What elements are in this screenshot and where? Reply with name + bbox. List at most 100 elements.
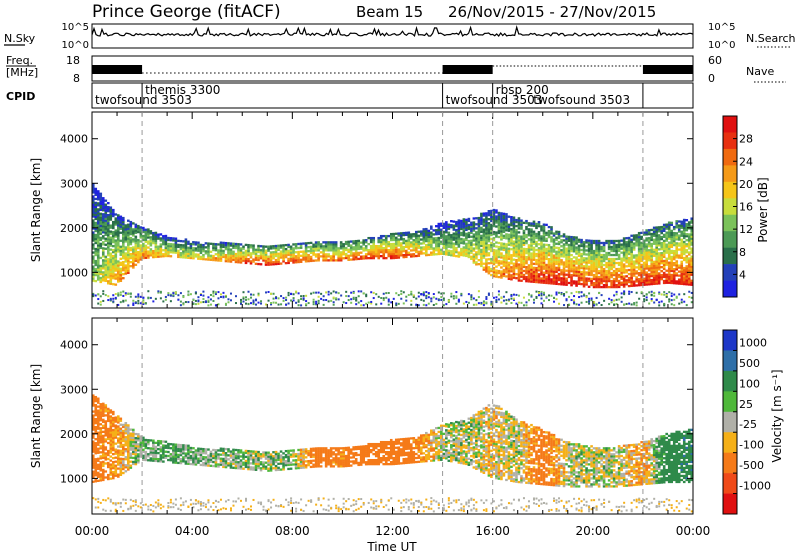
power-cell [109, 230, 113, 233]
power-cell [670, 281, 674, 285]
power-cell [124, 236, 128, 239]
power-cell [177, 245, 180, 249]
cpid-program-label: twofsound 3503 [95, 93, 192, 107]
power-cell [470, 221, 473, 224]
power-cell [460, 294, 463, 297]
power-cell [525, 257, 528, 261]
power-cell [139, 236, 143, 239]
power-cell [154, 241, 158, 245]
power-cell [169, 300, 172, 303]
power-cell [425, 247, 428, 251]
power-cell [587, 257, 591, 260]
velocity-cell [104, 452, 108, 455]
power-cell [575, 290, 578, 293]
power-cell [602, 269, 606, 273]
power-cell [470, 257, 473, 260]
power-cell [605, 263, 608, 267]
noise-right-label: N.Search [746, 32, 796, 45]
velocity-cell [116, 461, 120, 464]
power-cell [389, 254, 393, 258]
power-cell [387, 252, 391, 256]
power-cell [477, 236, 481, 240]
velocity-cell [94, 444, 98, 447]
power-cell [485, 262, 488, 265]
power-cell [389, 250, 393, 254]
power-cell [660, 229, 663, 233]
power-cell [127, 239, 130, 242]
power-cell [675, 222, 679, 225]
power-cell [284, 247, 288, 251]
power-cell [97, 298, 100, 301]
power-cell [532, 248, 536, 251]
power-cell [517, 253, 521, 256]
power-cell [274, 250, 278, 254]
velocity-cell [99, 405, 103, 408]
power-cell [612, 249, 616, 253]
power-cell [96, 232, 100, 235]
power-cell [640, 291, 643, 294]
power-cell [252, 260, 255, 263]
velocity-cell [99, 407, 103, 410]
power-cell [605, 241, 608, 245]
power-cell [512, 293, 515, 296]
power-cell [237, 245, 240, 248]
power-cell [435, 243, 438, 246]
power-cell [505, 217, 508, 220]
power-cell [530, 238, 533, 241]
power-cell [430, 227, 433, 230]
power-cell [262, 251, 265, 254]
power-cell [532, 266, 536, 269]
power-cell [212, 299, 215, 302]
power-cell [682, 244, 686, 248]
power-cell [425, 243, 428, 247]
power-cell [617, 283, 621, 287]
power-cell [502, 272, 506, 276]
power-cell [309, 251, 313, 255]
power-cell [567, 259, 571, 263]
power-cell [102, 292, 105, 295]
power-cell [690, 225, 693, 228]
power-cell [119, 301, 122, 304]
power-cell [545, 267, 548, 271]
power-cell [307, 249, 310, 253]
power-cell [585, 277, 588, 280]
velocity-cell [119, 471, 123, 474]
power-cell [229, 256, 233, 259]
power-cell [555, 242, 558, 245]
power-cell [602, 283, 606, 287]
power-cell [187, 254, 190, 257]
power-cell [677, 238, 681, 241]
power-cell [550, 232, 553, 235]
power-cell [450, 242, 453, 245]
power-cell [144, 240, 148, 243]
power-cell [109, 280, 113, 283]
power-cell [582, 267, 586, 270]
power-cell [592, 263, 596, 267]
power-cell [515, 263, 518, 266]
power-cell [562, 253, 566, 256]
power-cell [615, 275, 618, 279]
power-cell [670, 303, 673, 306]
velocity-cell [114, 428, 118, 431]
power-cell [275, 297, 278, 300]
power-cell [365, 293, 368, 296]
power-cell [467, 239, 471, 243]
power-cell [154, 235, 158, 239]
power-cell [101, 209, 105, 212]
power-cell [324, 255, 328, 258]
power-cell [106, 268, 110, 271]
power-cell [657, 244, 661, 247]
power-cell [662, 279, 666, 283]
power-cell [119, 269, 123, 272]
power-cell [560, 271, 563, 274]
power-cell [635, 270, 638, 273]
power-cell [595, 249, 598, 253]
power-cell [387, 300, 390, 303]
power-cell [209, 258, 213, 261]
power-cell [615, 271, 618, 275]
power-cell [690, 265, 693, 268]
power-cell [101, 277, 105, 280]
power-cell [505, 302, 508, 305]
power-cell [435, 297, 438, 300]
power-cell [502, 264, 506, 268]
